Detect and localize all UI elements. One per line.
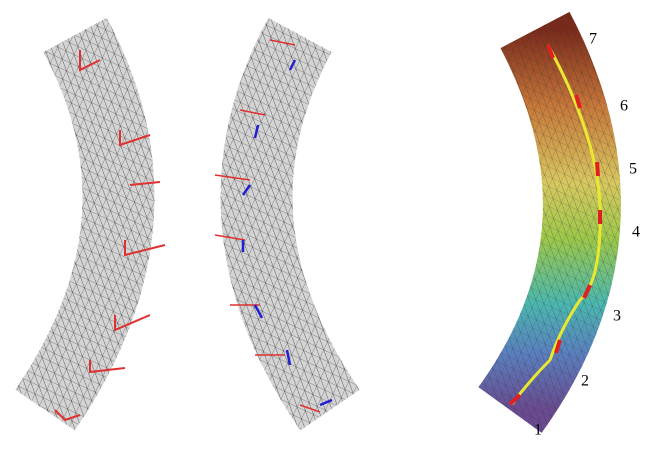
figure: 1 2 3 4 5 6 7 (0, 0, 654, 451)
marker-label: 7 (589, 31, 597, 48)
mesh-left (45, 35, 165, 420)
marker-label: 1 (534, 422, 542, 439)
marker-label: 5 (629, 161, 637, 178)
mesh-middle (215, 35, 332, 412)
mesh-colored (510, 30, 600, 410)
marker-label: 6 (620, 98, 628, 115)
marker-label: 4 (632, 224, 640, 241)
marker-label: 3 (613, 308, 621, 325)
marker-label: 2 (581, 373, 589, 390)
